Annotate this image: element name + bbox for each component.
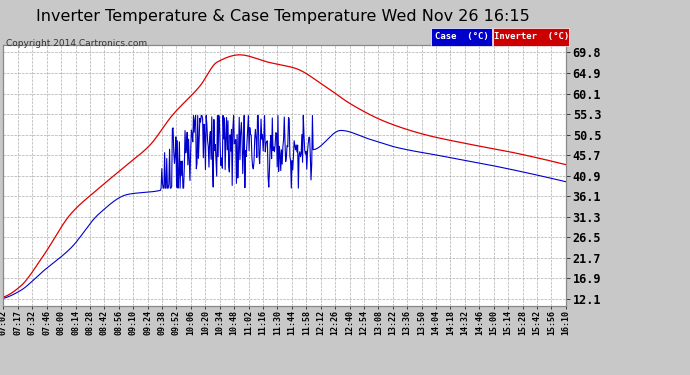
Text: Copyright 2014 Cartronics.com: Copyright 2014 Cartronics.com — [6, 39, 147, 48]
Bar — [431, 28, 492, 46]
Bar — [493, 28, 569, 46]
Text: Inverter Temperature & Case Temperature Wed Nov 26 16:15: Inverter Temperature & Case Temperature … — [36, 9, 530, 24]
Text: Case  (°C): Case (°C) — [435, 32, 489, 41]
Text: Inverter  (°C): Inverter (°C) — [493, 32, 569, 41]
